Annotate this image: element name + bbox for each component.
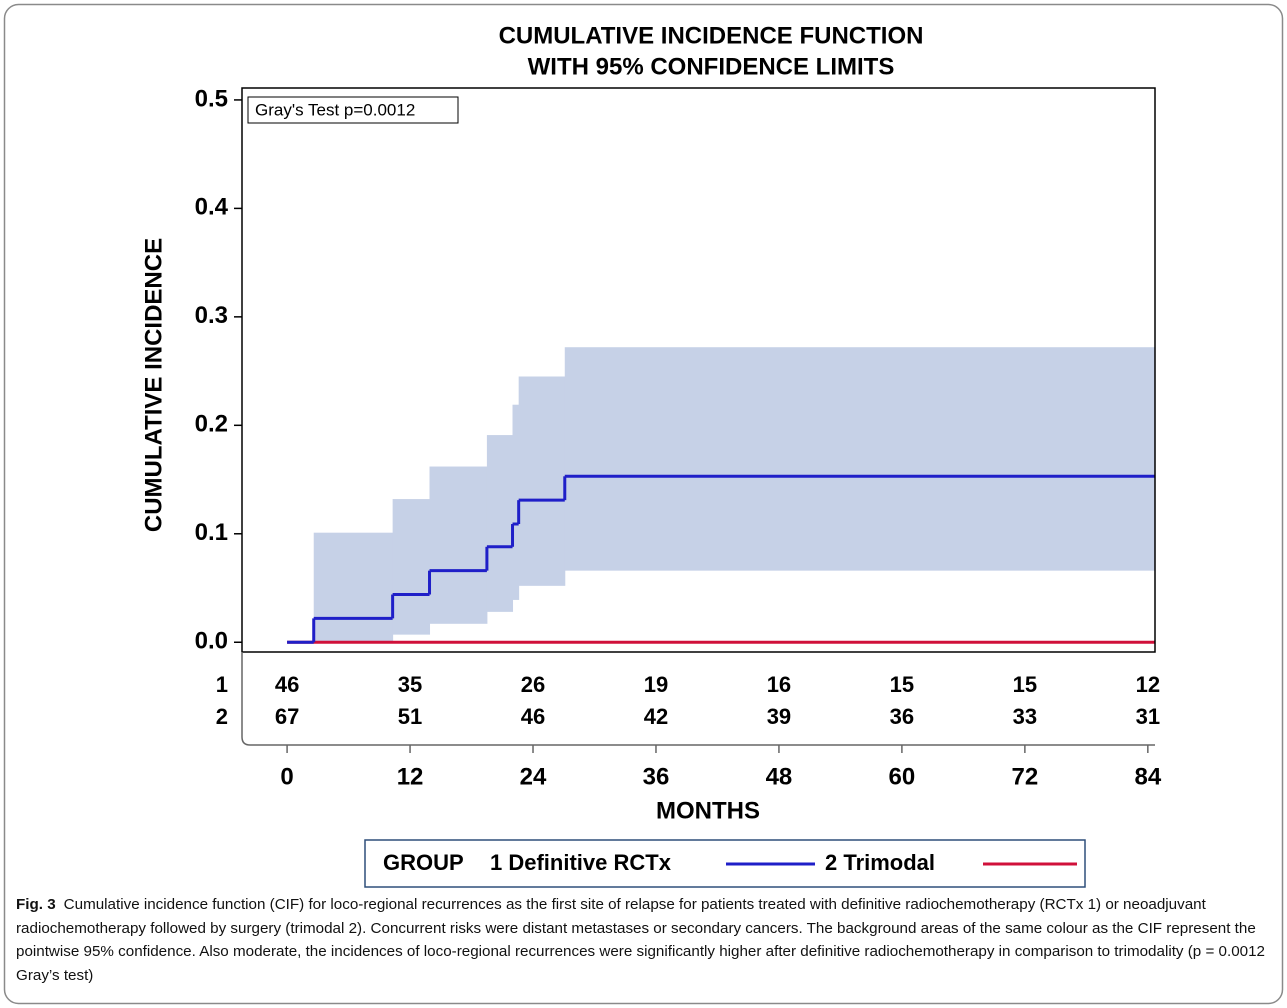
x-tick-label: 48 <box>766 763 793 790</box>
caption: Fig. 3 Cumulative incidence function (CIF… <box>16 893 1274 987</box>
x-tick-label: 72 <box>1012 763 1039 790</box>
legend-label: 1 Definitive RCTx <box>490 850 672 875</box>
legend-label: 2 Trimodal <box>825 850 935 875</box>
risk-value: 46 <box>275 672 299 697</box>
risk-value: 35 <box>398 672 422 697</box>
y-tick-label: 0.2 <box>195 411 228 438</box>
ci-band <box>429 466 488 624</box>
risk-row-label: 1 <box>216 672 228 697</box>
legend-box <box>364 839 1086 888</box>
y-tick-label: 0.0 <box>195 628 228 655</box>
figure-frame <box>3 3 1284 1005</box>
caption-text: Cumulative incidence function (CIF) for … <box>16 896 1266 984</box>
annotation-box <box>247 96 459 124</box>
legend-title: GROUP <box>383 850 464 875</box>
x-tick-label: 0 <box>280 763 293 790</box>
ci-band <box>313 532 394 642</box>
risk-value: 12 <box>1136 672 1160 697</box>
plot-frame <box>241 87 1156 653</box>
y-tick-label: 0.4 <box>195 194 229 221</box>
risk-value: 19 <box>644 672 668 697</box>
risk-value: 42 <box>644 704 668 729</box>
ci-band <box>486 435 514 612</box>
risk-value: 15 <box>1013 672 1037 697</box>
risk-value: 16 <box>767 672 791 697</box>
chart-title: CUMULATIVE INCIDENCE FUNCTION <box>499 22 924 49</box>
risk-value: 31 <box>1136 704 1160 729</box>
risk-value: 26 <box>521 672 545 697</box>
y-tick-label: 0.1 <box>195 519 228 546</box>
risk-value: 46 <box>521 704 545 729</box>
annotation: Gray's Test p=0.0012 <box>255 100 415 119</box>
risk-value: 67 <box>275 704 299 729</box>
x-tick-label: 60 <box>889 763 916 790</box>
x-tick-label: 84 <box>1134 763 1161 790</box>
risk-value: 33 <box>1013 704 1037 729</box>
legend: 1 Definitive RCTx 2 Trimodal <box>490 850 1077 875</box>
ci-band <box>518 376 566 586</box>
chart-title: WITH 95% CONFIDENCE LIMITS <box>528 53 895 80</box>
ci-band <box>392 499 431 635</box>
x-tick-label: 12 <box>397 763 424 790</box>
caption-label: Fig. 3 <box>16 896 56 913</box>
plot-area: 0.00.10.20.30.40.50 12 24 36 48 60 72 841 46 35 26… <box>195 85 1162 790</box>
risk-value: 36 <box>890 704 914 729</box>
risk-value: 15 <box>890 672 914 697</box>
x-axis-label: MONTHS <box>656 797 760 824</box>
y-tick-label: 0.5 <box>195 85 228 112</box>
risk-row-label: 2 <box>216 704 228 729</box>
axis-line <box>241 652 1155 746</box>
risk-value: 39 <box>767 704 791 729</box>
y-tick-label: 0.3 <box>195 302 228 329</box>
x-tick-label: 24 <box>520 763 547 790</box>
y-axis-label: CUMULATIVE INCIDENCE <box>140 238 167 532</box>
risk-value: 51 <box>398 704 422 729</box>
ci-band <box>564 347 1156 571</box>
ci-band <box>512 404 520 600</box>
x-tick-label: 36 <box>643 763 670 790</box>
